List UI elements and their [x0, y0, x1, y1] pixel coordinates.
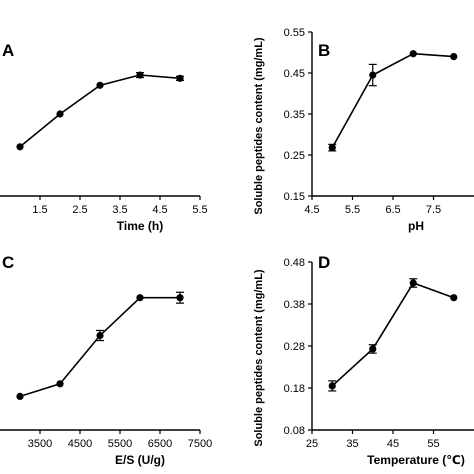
data-point [369, 71, 377, 79]
y-tick-label: 0.38 [284, 299, 305, 311]
data-point [96, 81, 104, 89]
y-tick-label: 0.25 [284, 150, 305, 162]
panel-c: 3500 4500 5500 6500 7500 E/S (U/g) C [0, 253, 212, 467]
y-tick-label: 0.55 [284, 27, 305, 39]
panel-label: C [2, 253, 14, 272]
y-tick-label: 0.18 [284, 383, 305, 395]
panel-label: B [318, 41, 330, 60]
data-point [409, 279, 417, 287]
y-tick-label: 0.45 [284, 68, 305, 80]
y-tick-label: 0.15 [284, 191, 305, 203]
y-tick-label: 0.48 [284, 257, 305, 269]
x-tick-label: 3500 [28, 438, 52, 450]
data-point [136, 71, 144, 79]
series-line [331, 52, 454, 148]
x-axis-label: E/S (U/g) [115, 453, 165, 467]
x-tick-label: 4.5 [152, 204, 167, 216]
x-tick-label: 35 [346, 438, 358, 450]
data-point [176, 74, 184, 82]
data-point [176, 294, 184, 302]
data-point [136, 294, 144, 302]
data-point [328, 382, 336, 390]
y-tick-label: 0.08 [284, 425, 305, 437]
x-axis-label: pH [408, 219, 424, 233]
panel-d: 25 35 45 55 0.08 0.18 0.28 0.38 0.48 Temperature … [253, 253, 474, 467]
x-tick-label: 55 [427, 438, 439, 450]
panel-b: 4.5 5.5 6.5 7.5 0.15 0.25 0.35 0.45 0.55 pH Solubl… [253, 27, 474, 233]
x-tick-label: 5.5 [345, 204, 360, 216]
data-point [328, 144, 336, 152]
x-tick-label: 5.5 [192, 204, 207, 216]
x-tick-label: 25 [306, 438, 318, 450]
x-axis-label: Time (h) [117, 219, 163, 233]
panel-label: D [318, 253, 330, 272]
x-tick-label: 45 [387, 438, 399, 450]
x-tick-label: 2.5 [72, 204, 87, 216]
x-tick-label: 1.5 [32, 204, 47, 216]
x-tick-label: 6.5 [385, 204, 400, 216]
x-tick-label: 3.5 [112, 204, 127, 216]
data-point [450, 294, 458, 302]
data-point [16, 143, 24, 151]
x-tick-label: 6500 [148, 438, 172, 450]
x-tick-label: 5500 [108, 438, 132, 450]
data-point [369, 345, 377, 353]
x-tick-label: 4500 [68, 438, 92, 450]
data-point [96, 331, 104, 340]
x-tick-label: 7500 [188, 438, 212, 450]
panel-a: 1.5 2.5 3.5 4.5 5.5 Time (h) A [0, 41, 208, 233]
data-point [56, 380, 64, 388]
data-point [56, 110, 64, 118]
x-tick-label: 7.5 [426, 204, 441, 216]
x-axis-label: Temperature (℃) [367, 453, 465, 467]
y-axis-label: Soluble peptides content (mg/mL) [253, 269, 265, 447]
data-point [450, 53, 458, 61]
data-point [409, 50, 417, 58]
series-line [331, 282, 455, 387]
x-tick-label: 4.5 [304, 204, 319, 216]
data-point [16, 392, 24, 400]
series-line [19, 296, 180, 398]
y-tick-label: 0.35 [284, 109, 305, 121]
y-tick-label: 0.28 [284, 341, 305, 353]
y-axis-label: Soluble peptides content (mg/mL) [253, 37, 265, 215]
panel-label: A [2, 41, 14, 60]
